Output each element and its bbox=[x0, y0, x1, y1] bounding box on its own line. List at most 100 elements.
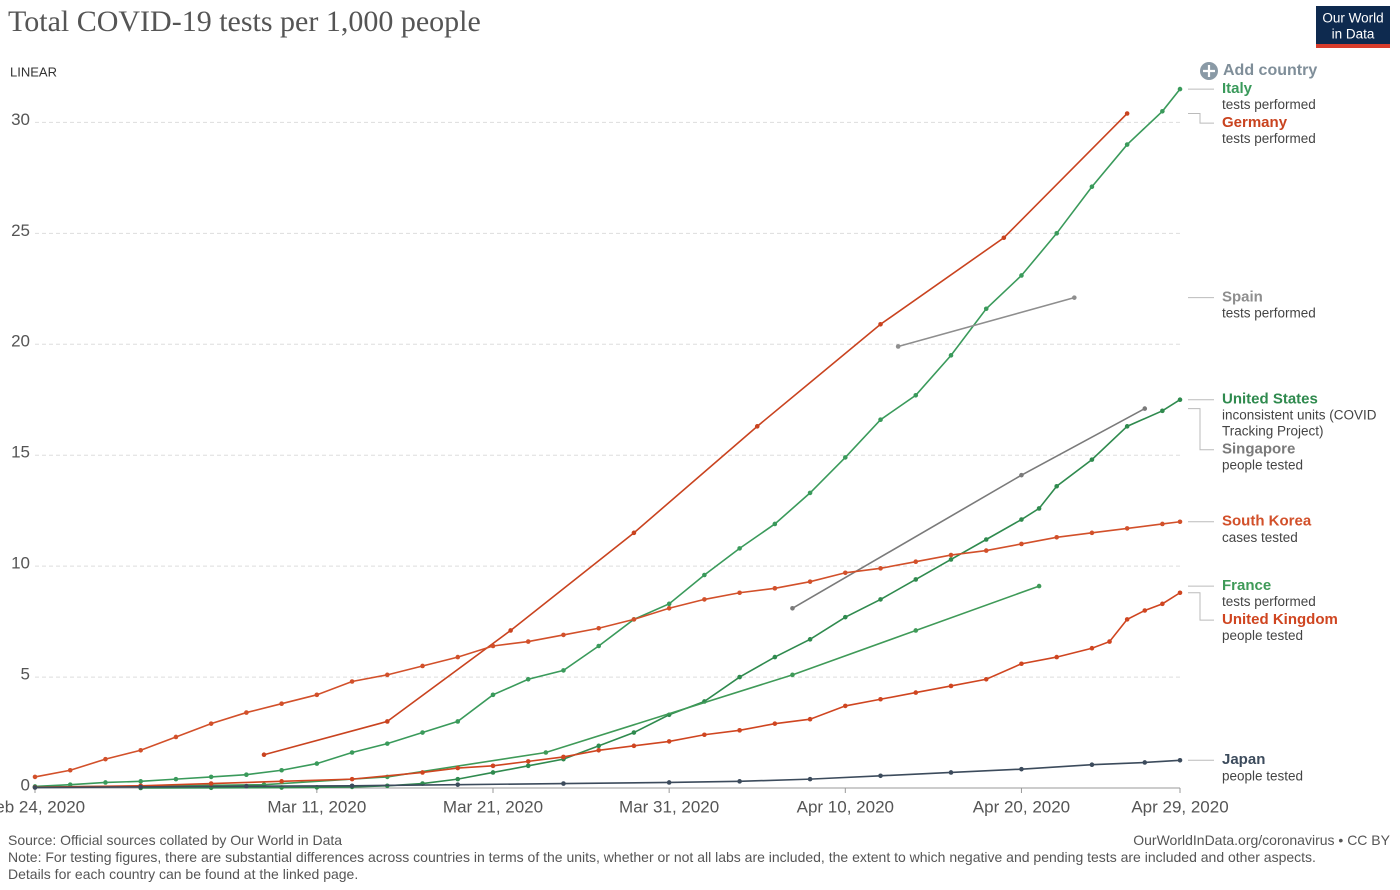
data-point bbox=[173, 734, 179, 740]
data-point bbox=[754, 424, 760, 429]
legend-unit: cases tested bbox=[1222, 529, 1298, 544]
data-point bbox=[67, 767, 73, 773]
data-point bbox=[737, 546, 742, 551]
logo-text: in Data bbox=[1332, 27, 1375, 42]
series-line bbox=[897, 296, 1075, 348]
data-point bbox=[631, 730, 637, 735]
data-point bbox=[349, 679, 355, 684]
data-point bbox=[1177, 757, 1183, 763]
logo-text: Our World bbox=[1322, 11, 1383, 26]
data-point bbox=[1142, 406, 1148, 411]
data-point bbox=[631, 743, 637, 749]
data-point bbox=[1019, 517, 1024, 522]
data-point bbox=[1107, 639, 1112, 644]
data-point bbox=[948, 557, 954, 562]
data-point bbox=[1019, 661, 1024, 667]
series-line bbox=[34, 520, 1181, 778]
data-point bbox=[279, 767, 284, 773]
data-point bbox=[279, 701, 284, 706]
data-point bbox=[878, 696, 883, 702]
x-tick-label: Apr 29, 2020 bbox=[1131, 797, 1228, 816]
data-point bbox=[543, 750, 549, 755]
legend-connector bbox=[1188, 113, 1214, 124]
data-point bbox=[385, 719, 390, 724]
series-line bbox=[140, 399, 1181, 789]
data-point bbox=[244, 772, 249, 777]
data-point bbox=[525, 676, 531, 682]
data-point bbox=[1019, 541, 1024, 547]
x-tick-label: Feb 24, 2020 bbox=[0, 797, 85, 816]
data-point bbox=[420, 663, 425, 669]
data-point bbox=[948, 683, 954, 689]
data-point bbox=[772, 654, 778, 660]
legend-unit: people tested bbox=[1222, 768, 1303, 783]
data-point bbox=[702, 572, 707, 578]
legend-unit-line: inconsistent units (COVID bbox=[1222, 407, 1380, 422]
series-line bbox=[34, 585, 1040, 788]
data-point bbox=[596, 625, 601, 631]
legend-unit: inconsistent units (COVID Tracking Proje… bbox=[1222, 407, 1380, 438]
x-tick-label: Mar 31, 2020 bbox=[619, 797, 719, 816]
data-point bbox=[103, 780, 108, 785]
data-point bbox=[1054, 231, 1059, 236]
data-point bbox=[843, 703, 848, 709]
y-tick-label: 25 bbox=[11, 221, 30, 240]
logo[interactable]: Our World in Data bbox=[1316, 6, 1390, 48]
data-point bbox=[1054, 534, 1059, 540]
data-point bbox=[1177, 86, 1183, 92]
legend-unit: tests performed bbox=[1222, 97, 1316, 112]
data-point bbox=[385, 672, 390, 678]
data-point bbox=[790, 605, 795, 611]
data-point bbox=[913, 628, 919, 633]
data-point bbox=[878, 773, 883, 779]
data-point bbox=[525, 639, 531, 644]
data-point bbox=[807, 776, 813, 782]
data-point bbox=[983, 306, 989, 312]
legend-unit-line: people tested bbox=[1222, 457, 1303, 472]
legend-name: Spain bbox=[1222, 289, 1263, 306]
data-point bbox=[455, 776, 461, 782]
data-point bbox=[596, 643, 601, 649]
data-point bbox=[490, 770, 496, 775]
source-url[interactable]: OurWorldInData.org/coronavirus • CC BY bbox=[1133, 832, 1390, 848]
data-point bbox=[138, 779, 143, 784]
add-country-button[interactable]: Add country bbox=[1200, 62, 1317, 80]
data-point bbox=[244, 783, 249, 789]
legend-name: United Kingdom bbox=[1222, 611, 1338, 628]
data-point bbox=[208, 781, 214, 786]
data-point bbox=[878, 597, 883, 602]
data-point bbox=[737, 779, 742, 784]
data-point bbox=[878, 417, 883, 422]
legend-name: South Korea bbox=[1222, 513, 1312, 530]
data-point bbox=[913, 690, 919, 695]
data-point bbox=[561, 754, 566, 760]
data-point bbox=[67, 782, 73, 787]
legend-name: France bbox=[1222, 577, 1271, 594]
data-point bbox=[103, 756, 108, 762]
scale-toggle[interactable]: LINEAR bbox=[10, 64, 57, 79]
data-point bbox=[666, 605, 672, 611]
data-point bbox=[1142, 760, 1148, 765]
data-point bbox=[1160, 108, 1165, 114]
series bbox=[32, 757, 1183, 790]
data-point bbox=[807, 490, 813, 496]
data-point bbox=[1089, 530, 1095, 536]
data-point bbox=[138, 747, 143, 753]
legend-unit-line: tests performed bbox=[1222, 305, 1316, 320]
data-point bbox=[1160, 408, 1165, 414]
data-point bbox=[807, 637, 813, 642]
data-point bbox=[349, 783, 355, 789]
data-point bbox=[561, 781, 566, 786]
data-point bbox=[1089, 645, 1095, 651]
data-point bbox=[349, 750, 355, 755]
data-point bbox=[1124, 111, 1130, 116]
data-point bbox=[737, 590, 742, 596]
legend-unit-line: tests performed bbox=[1222, 131, 1316, 146]
data-point bbox=[1177, 519, 1183, 525]
data-point bbox=[561, 668, 566, 673]
data-point bbox=[1054, 483, 1059, 489]
data-point bbox=[1019, 472, 1024, 478]
legend-connector bbox=[1188, 408, 1214, 451]
